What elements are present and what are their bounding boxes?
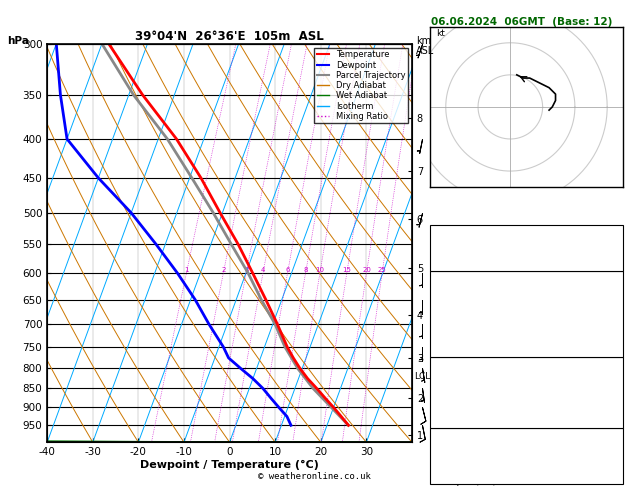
Text: 0: 0 <box>614 337 620 347</box>
Text: PW (cm): PW (cm) <box>433 261 474 271</box>
Text: 20: 20 <box>362 267 371 273</box>
Text: CAPE (J): CAPE (J) <box>433 409 481 418</box>
Text: StmSpd (kt): StmSpd (kt) <box>433 476 498 486</box>
Text: EH: EH <box>433 445 445 454</box>
Text: CIN (J): CIN (J) <box>433 349 474 359</box>
Text: 3: 3 <box>244 267 248 273</box>
Text: km: km <box>416 36 431 47</box>
Text: K: K <box>433 233 439 243</box>
Text: 19: 19 <box>608 455 620 465</box>
Text: 4: 4 <box>614 409 620 418</box>
Text: 0: 0 <box>614 349 620 359</box>
Text: kt: kt <box>436 29 445 38</box>
Text: 2: 2 <box>221 267 226 273</box>
Text: 29: 29 <box>608 233 620 243</box>
Text: Surface: Surface <box>506 278 547 288</box>
X-axis label: Dewpoint / Temperature (°C): Dewpoint / Temperature (°C) <box>140 460 319 470</box>
Title: 39°04'N  26°36'E  105m  ASL: 39°04'N 26°36'E 105m ASL <box>135 30 324 43</box>
Text: 287°: 287° <box>596 466 620 476</box>
Text: 5: 5 <box>614 325 620 335</box>
Text: θₑ(K): θₑ(K) <box>433 313 463 323</box>
Text: 750: 750 <box>602 375 620 385</box>
Text: 15: 15 <box>342 267 351 273</box>
Text: Totals Totals: Totals Totals <box>433 247 509 257</box>
Text: 8: 8 <box>303 267 308 273</box>
Text: SREH: SREH <box>433 455 457 465</box>
Text: 329: 329 <box>602 386 620 396</box>
Text: 1: 1 <box>614 398 620 407</box>
Text: LCL: LCL <box>415 372 430 381</box>
Text: Lifted Index: Lifted Index <box>433 325 504 335</box>
Text: Most Unstable: Most Unstable <box>488 364 565 374</box>
Text: 1: 1 <box>184 267 189 273</box>
Text: 12.1: 12.1 <box>596 301 620 312</box>
Text: Hodograph: Hodograph <box>500 434 553 444</box>
Text: 2.86: 2.86 <box>596 261 620 271</box>
Text: Lifted Index: Lifted Index <box>433 398 504 407</box>
Text: hPa: hPa <box>8 36 30 47</box>
Text: Dewp (°C): Dewp (°C) <box>433 301 486 312</box>
Text: Temp (°C): Temp (°C) <box>433 290 486 300</box>
Legend: Temperature, Dewpoint, Parcel Trajectory, Dry Adiabat, Wet Adiabat, Isotherm, Mi: Temperature, Dewpoint, Parcel Trajectory… <box>314 48 408 123</box>
Text: 4: 4 <box>261 267 265 273</box>
Text: CIN (J): CIN (J) <box>433 420 474 430</box>
Text: 24.7: 24.7 <box>596 290 620 300</box>
Text: 10: 10 <box>315 267 325 273</box>
Text: CAPE (J): CAPE (J) <box>433 337 481 347</box>
Text: 12: 12 <box>608 420 620 430</box>
Text: 324: 324 <box>602 313 620 323</box>
Text: 25: 25 <box>378 267 386 273</box>
Text: © weatheronline.co.uk: © weatheronline.co.uk <box>258 472 371 481</box>
Text: 47: 47 <box>608 247 620 257</box>
Text: θₑ (K): θₑ (K) <box>433 386 469 396</box>
Text: -40: -40 <box>602 445 620 454</box>
Text: ASL: ASL <box>416 46 434 56</box>
Text: Mixing Ratio (g/kg): Mixing Ratio (g/kg) <box>455 232 464 318</box>
Text: StmDir: StmDir <box>433 466 469 476</box>
Text: 15: 15 <box>608 476 620 486</box>
Text: Pressure (mb): Pressure (mb) <box>433 375 509 385</box>
Text: 06.06.2024  06GMT  (Base: 12): 06.06.2024 06GMT (Base: 12) <box>431 17 612 27</box>
Text: 6: 6 <box>286 267 290 273</box>
